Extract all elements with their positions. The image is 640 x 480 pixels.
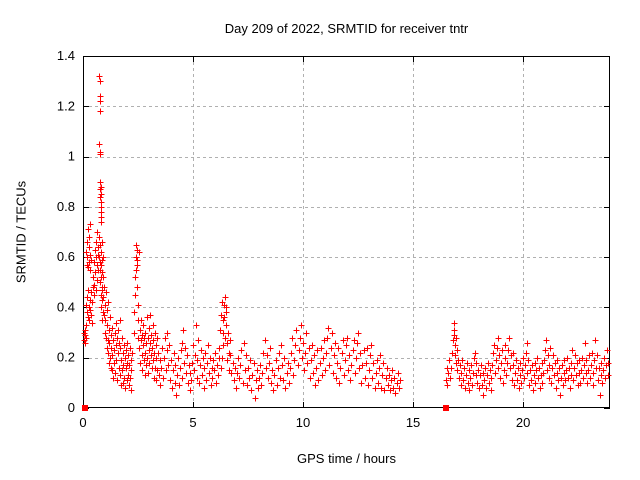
svg-text:0.4: 0.4 <box>57 299 75 314</box>
chart-title: Day 209 of 2022, SRMTID for receiver tnt… <box>224 21 469 36</box>
svg-text:0.6: 0.6 <box>57 249 75 264</box>
y-tick-labels: 0 0.2 0.4 0.6 0.8 1 1.2 1.4 <box>57 48 75 415</box>
svg-text:15: 15 <box>406 415 420 430</box>
series-srmtid-points <box>81 73 612 402</box>
svg-text:10: 10 <box>296 415 310 430</box>
series-srmtid-flag-points <box>82 405 449 411</box>
svg-text:1: 1 <box>68 149 75 164</box>
x-tick-labels: 0 5 10 15 20 <box>79 415 530 430</box>
svg-text:1.4: 1.4 <box>57 48 75 63</box>
x-axis-label: GPS time / hours <box>297 451 396 466</box>
plot-border <box>83 56 610 408</box>
svg-text:5: 5 <box>189 415 196 430</box>
svg-text:0: 0 <box>79 415 86 430</box>
svg-text:0.8: 0.8 <box>57 199 75 214</box>
svg-text:1.2: 1.2 <box>57 98 75 113</box>
svg-text:20: 20 <box>516 415 530 430</box>
svg-text:0.2: 0.2 <box>57 350 75 365</box>
svg-text:0: 0 <box>68 400 75 415</box>
